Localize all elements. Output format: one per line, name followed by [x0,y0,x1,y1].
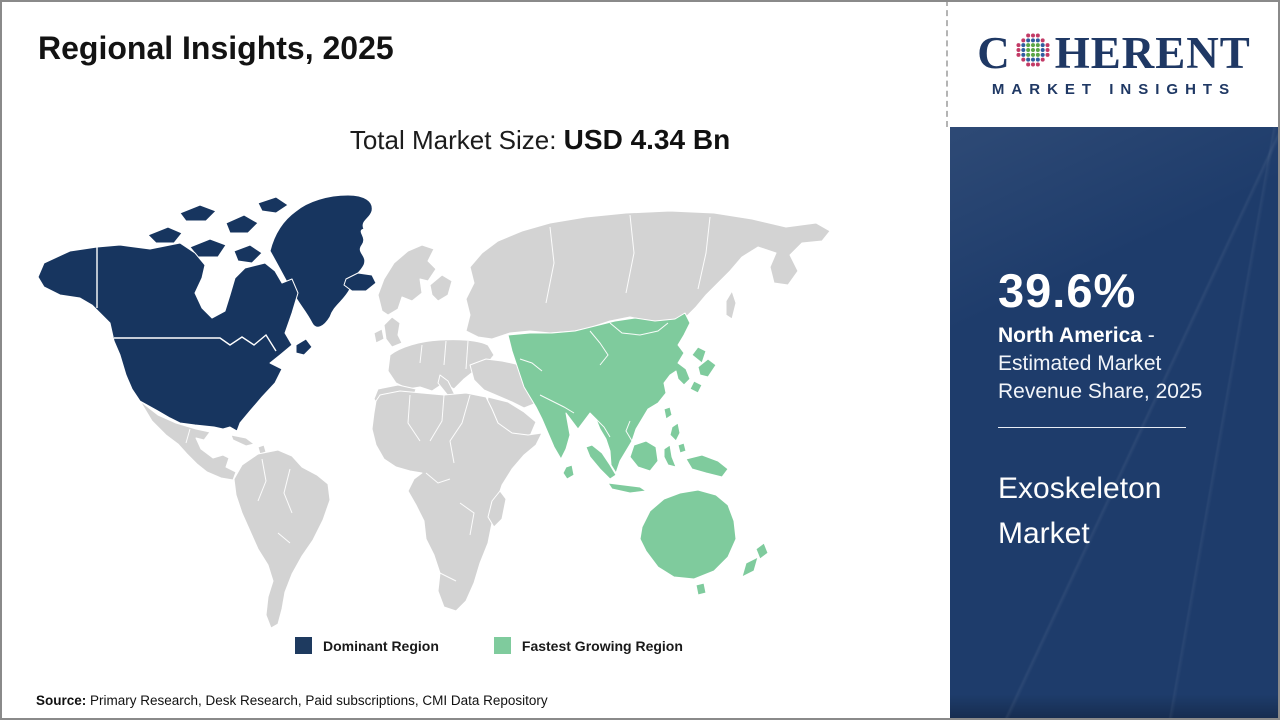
brand-logo: C [950,0,1278,127]
region-java [607,482,647,494]
region-scandinavia [377,244,437,316]
source-note: Source: Primary Research, Desk Research,… [36,693,548,708]
region-sumatra [585,444,617,480]
dominant-region-name: North America [998,324,1142,347]
total-market-size-label: Total Market Size: [349,125,564,155]
header-dashed-divider [946,0,948,127]
region-mexico-central-america [139,400,237,481]
globe-mid-ring [1021,37,1045,62]
region-arctic-islands [257,196,289,214]
world-map [30,183,910,643]
map-other-land [139,210,831,629]
highlight-sidebar: 39.6% North America - Estimated Market R… [950,127,1278,718]
legend-item-fastest-growing: Fastest Growing Region [493,637,683,654]
map-dominant-region [37,194,377,432]
market-share-value: 39.6% [998,264,1137,317]
region-madagascar [487,490,507,528]
market-share-description: North America - Estimated Market Revenue… [998,322,1250,406]
map-fastest-growing-region [507,312,769,596]
region-arctic-islands [233,244,263,264]
region-taiwan [663,406,673,420]
region-sri-lanka [562,464,575,480]
region-sakhalin [725,290,737,320]
brand-wordmark: C [977,30,1251,78]
region-asia-pacific [507,312,691,474]
region-newfoundland [295,338,313,356]
market-name: Exoskeleton Market [998,472,1162,550]
fastest-growing-region-swatch [493,637,511,654]
share-description-suffix: - Estimated Market Revenue Share, 2025 [998,324,1203,403]
region-arctic-islands [147,226,183,244]
page-title: Regional Insights, 2025 [38,30,394,66]
region-new-zealand [755,542,769,560]
globe-inner-dots [1025,42,1040,57]
region-borneo [629,440,659,472]
region-new-zealand [741,556,759,578]
map-na-borders [96,247,277,352]
map-country-borders [185,214,711,582]
globe-dots-icon [1013,30,1053,78]
brand-tagline: MARKET INSIGHTS [991,80,1237,98]
region-uk [383,316,403,348]
region-australia [639,489,737,580]
brand-letter-c: C [977,28,1011,78]
total-market-size-value: USD 4.34 Bn [563,124,731,155]
region-philippines [677,442,687,454]
region-japan [691,346,707,364]
region-iceland [343,272,377,292]
map-legend: Dominant Region Fastest Growing Region [295,637,683,654]
region-new-guinea [685,454,729,478]
region-ireland [373,328,385,344]
map-apac-borders [519,322,669,442]
source-label: Source: [36,693,87,708]
total-market-size: Total Market Size: USD 4.34 Bn [90,124,990,156]
region-finland [429,274,453,302]
border-us-canada [114,333,277,352]
legend-item-dominant: Dominant Region [295,637,439,654]
region-south-america [233,449,331,629]
source-text: Primary Research, Desk Research, Paid su… [86,693,548,708]
region-japan [689,380,703,394]
region-sulawesi [663,444,677,468]
dominant-region-label: Dominant Region [323,637,439,654]
region-north-america [37,242,299,432]
dominant-region-swatch [295,637,312,654]
region-philippines [669,422,681,442]
brand-letters-rest: HERENT [1054,28,1251,78]
sidebar-divider [998,427,1186,428]
globe-outer-ring [1016,32,1050,67]
region-africa [371,390,543,612]
region-arctic-islands [179,204,217,222]
fastest-growing-region-label: Fastest Growing Region [521,637,683,654]
region-tasmania [695,582,707,596]
region-caribbean [230,434,255,447]
region-japan [697,358,717,378]
region-arctic-islands [225,214,259,234]
